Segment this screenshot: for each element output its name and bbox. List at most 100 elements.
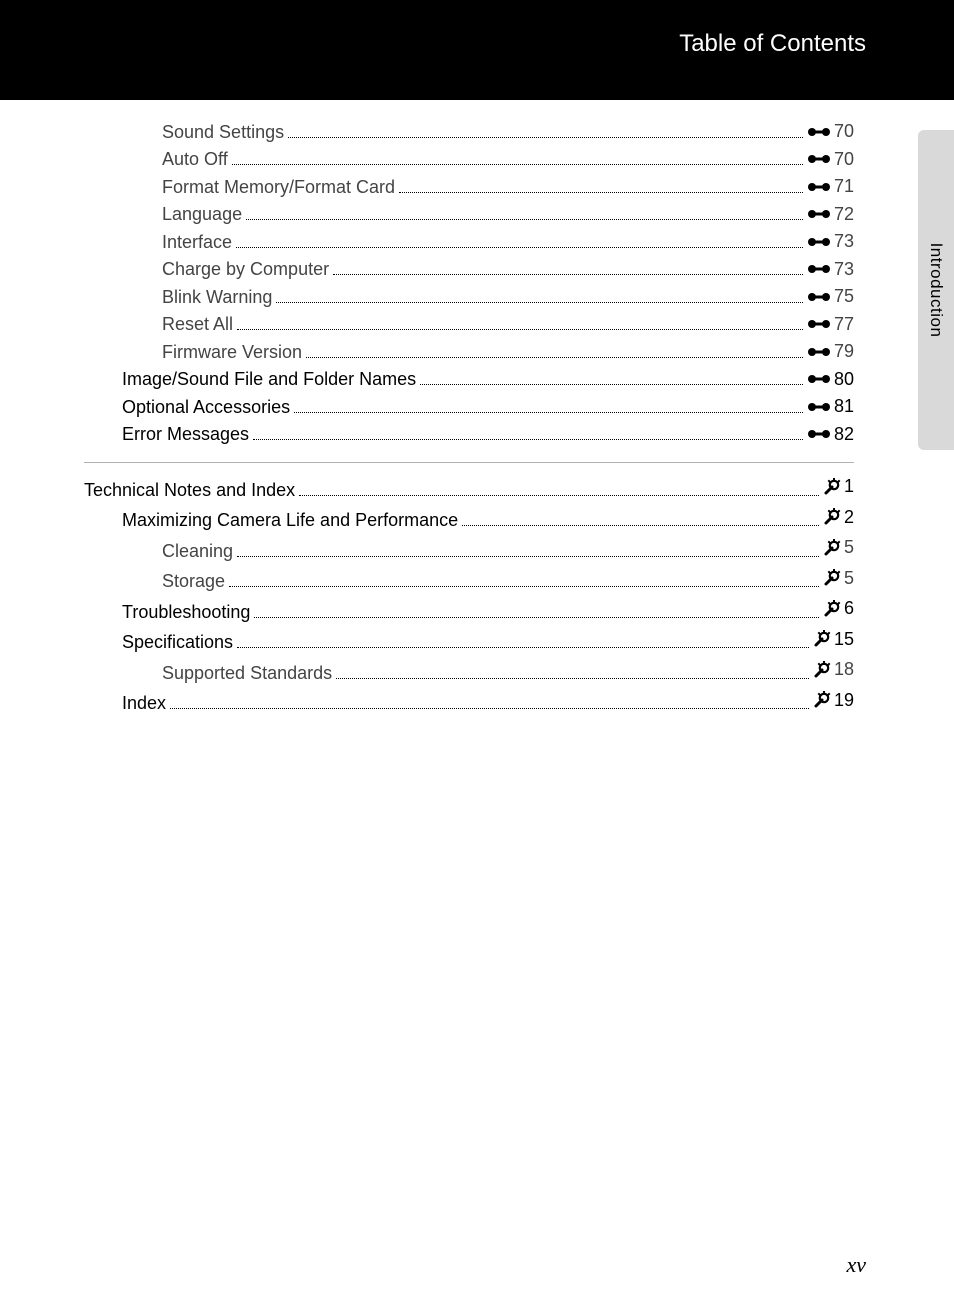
technical-notes-icon [823,600,841,618]
toc-entry-label: Storage [162,568,225,595]
toc-entry-label: Error Messages [122,421,249,448]
toc-row[interactable]: Optional Accessories81 [84,393,854,421]
toc-page-number: 79 [834,338,854,365]
toc-page-number: 72 [834,201,854,228]
toc-entry-label: Auto Off [162,146,228,173]
toc-leader-dots [299,495,819,496]
toc-page-number: 80 [834,366,854,393]
toc-entry-label: Blink Warning [162,284,272,311]
toc-page-ref: 80 [807,366,854,393]
technical-notes-icon [823,508,841,526]
toc-row[interactable]: Image/Sound File and Folder Names 80 [84,366,854,394]
toc-page-ref: 73 [807,228,854,255]
toc-page-number: 70 [834,146,854,173]
toc-row[interactable]: Charge by Computer 73 [84,256,854,284]
toc-row[interactable]: Index 19 [84,687,854,718]
toc-page-ref: 72 [807,201,854,228]
toc-page-ref: 71 [807,173,854,200]
toc-leader-dots [229,586,819,587]
toc-page-ref: 1 [823,473,854,500]
toc-row[interactable]: Format Memory/Format Card71 [84,173,854,201]
technical-notes-icon [823,569,841,587]
toc-leader-dots [288,137,803,138]
toc-leader-dots [420,384,803,385]
toc-leader-dots [236,247,803,248]
technical-notes-icon [823,478,841,496]
side-tab: Introduction [918,130,954,450]
toc-page-number: 18 [834,656,854,683]
toc-leader-dots [333,274,803,275]
technical-notes-icon [813,691,831,709]
toc-row[interactable]: Troubleshooting6 [84,595,854,626]
toc-leader-dots [170,708,809,709]
toc-page-number: 19 [834,687,854,714]
toc-page-number: 2 [844,504,854,531]
reference-section-icon [807,126,831,138]
toc-page-number: 81 [834,393,854,420]
technical-notes-icon [813,630,831,648]
toc-entry-label: Supported Standards [162,660,332,687]
toc-entry-label: Technical Notes and Index [84,477,295,504]
toc-page-number: 5 [844,565,854,592]
toc-page-number: 73 [834,228,854,255]
toc-leader-dots [462,525,819,526]
side-tab-label: Introduction [926,243,946,338]
section-divider [84,462,854,463]
toc-entry-label: Index [122,690,166,717]
toc-row[interactable]: Blink Warning 75 [84,283,854,311]
toc-page-ref: 70 [807,118,854,145]
toc-leader-dots [246,219,803,220]
toc-row[interactable]: Supported Standards 18 [84,656,854,687]
toc-entry-label: Firmware Version [162,339,302,366]
toc-row[interactable]: Maximizing Camera Life and Performance 2 [84,504,854,535]
toc-leader-dots [237,329,803,330]
toc-row[interactable]: Reset All 77 [84,311,854,339]
toc-leader-dots [399,192,803,193]
toc-entry-label: Sound Settings [162,119,284,146]
technical-notes-icon [823,539,841,557]
toc-page-ref: 5 [823,565,854,592]
toc-leader-dots [253,439,803,440]
toc-row[interactable]: Auto Off 70 [84,146,854,174]
toc-entry-label: Charge by Computer [162,256,329,283]
header-title: Table of Contents [679,30,866,58]
toc-page-number: 73 [834,256,854,283]
toc-leader-dots [237,556,819,557]
toc-page-ref: 19 [813,687,854,714]
toc-row[interactable]: Cleaning5 [84,534,854,565]
reference-section-icon [807,153,831,165]
toc-row[interactable]: Firmware Version 79 [84,338,854,366]
reference-section-icon [807,373,831,385]
reference-section-icon [807,401,831,413]
toc-entry-label: Maximizing Camera Life and Performance [122,507,458,534]
toc-entry-label: Cleaning [162,538,233,565]
toc-row[interactable]: Interface 73 [84,228,854,256]
toc-entry-label: Language [162,201,242,228]
reference-section-icon [807,236,831,248]
toc-row[interactable]: Sound Settings 70 [84,118,854,146]
toc-leader-dots [232,164,803,165]
toc-entry-label: Reset All [162,311,233,338]
toc-row[interactable]: Specifications15 [84,626,854,657]
toc-row[interactable]: Technical Notes and Index 1 [84,473,854,504]
toc-page-ref: 6 [823,595,854,622]
toc-leader-dots [237,647,809,648]
technical-notes-icon [813,661,831,679]
toc-row[interactable]: Error Messages82 [84,421,854,449]
toc-page-ref: 79 [807,338,854,365]
toc-leader-dots [306,357,803,358]
toc-page-ref: 18 [813,656,854,683]
toc-page-ref: 77 [807,311,854,338]
toc-entry-label: Image/Sound File and Folder Names [122,366,416,393]
toc-row[interactable]: Storage 5 [84,565,854,596]
toc-page-number: 1 [844,473,854,500]
reference-section-icon [807,318,831,330]
toc-entry-label: Specifications [122,629,233,656]
toc-page-number: 75 [834,283,854,310]
toc-entry-label: Interface [162,229,232,256]
toc-leader-dots [254,617,819,618]
toc-page-ref: 75 [807,283,854,310]
toc-row[interactable]: Language 72 [84,201,854,229]
reference-section-icon [807,208,831,220]
header-bar: Table of Contents [0,0,954,100]
